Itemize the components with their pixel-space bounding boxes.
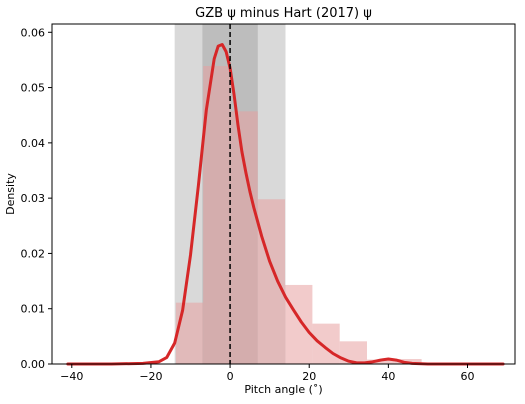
x-tick-label: 40 — [381, 370, 395, 383]
y-axis-ticks: 0.00 0.01 0.02 0.03 0.04 0.05 0.06 — [21, 26, 52, 371]
y-tick-label: 0.03 — [21, 192, 46, 205]
x-tick-label: 0 — [227, 370, 234, 383]
histogram-bar — [257, 199, 286, 364]
histogram-bar — [203, 66, 231, 364]
histogram-bar — [230, 111, 258, 364]
y-axis-label: Density — [4, 173, 17, 215]
y-tick-label: 0.00 — [21, 358, 46, 371]
histogram-bars — [175, 66, 422, 364]
y-tick-label: 0.06 — [21, 26, 46, 39]
chart-title: GZB ψ minus Hart (2017) ψ — [195, 6, 372, 21]
x-tick-label: 20 — [302, 370, 316, 383]
axes-frame — [51, 23, 516, 365]
y-tick-label: 0.05 — [21, 82, 46, 95]
x-tick-label: −20 — [139, 370, 162, 383]
y-tick-label: 0.01 — [21, 303, 46, 316]
x-axis-label: Pitch angle (˚) — [244, 383, 322, 396]
histogram-bar — [366, 359, 395, 364]
histogram-bar — [285, 284, 313, 364]
x-axis-ticks: −40 −20 0 20 40 60 — [60, 364, 475, 383]
y-tick-label: 0.04 — [21, 137, 46, 150]
y-tick-label: 0.02 — [21, 247, 46, 260]
histogram-bar — [339, 341, 367, 364]
histogram-bar — [175, 302, 204, 364]
x-tick-label: 60 — [461, 370, 475, 383]
histogram-bar — [312, 323, 340, 364]
x-tick-label: −40 — [60, 370, 83, 383]
kde-curve — [66, 43, 505, 366]
